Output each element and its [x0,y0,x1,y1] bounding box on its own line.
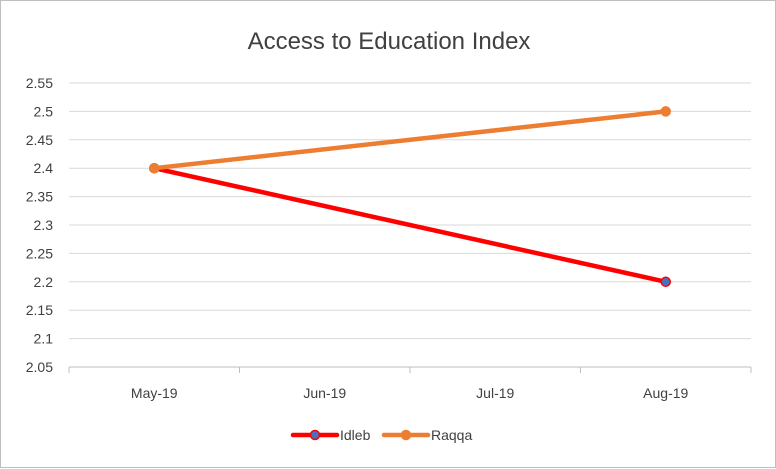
x-tick-label: May-19 [131,385,178,401]
y-axis: 2.55 2.5 2.45 2.4 2.35 2.3 2.25 2.2 2.15 2.1 2.05 [26,75,53,375]
y-tick-label: 2.4 [34,160,54,176]
legend-item-idleb: Idleb [290,427,371,443]
legend-label: Raqqa [431,427,472,443]
y-tick-label: 2.25 [26,245,53,261]
data-point-raqqa [149,162,160,174]
series-line-raqqa [152,109,668,171]
y-tick-label: 2.3 [34,217,54,233]
data-point-idleb [660,276,671,288]
y-tick-label: 2.15 [26,302,53,318]
data-point-raqqa [660,106,671,117]
y-tick-label: 2.2 [34,274,54,290]
x-tick-label: Aug-19 [643,385,688,401]
series-layer [149,106,671,288]
series-line-idleb [152,165,668,285]
legend-item-raqqa: Raqqa [381,427,472,443]
y-tick-label: 2.05 [26,359,53,375]
x-axis: May-19 Jun-19 Jul-19 Aug-19 [68,367,752,401]
legend: Idleb Raqqa [290,427,472,443]
legend-label: Idleb [340,427,371,443]
y-tick-label: 2.45 [26,132,53,148]
y-tick-label: 2.5 [34,103,54,119]
x-tick-label: Jul-19 [476,385,514,401]
y-tick-label: 2.35 [26,189,53,205]
y-tick-label: 2.1 [34,331,54,347]
chart-title: Access to Education Index [248,28,531,55]
x-tick-label: Jun-19 [303,385,346,401]
legend-marker-raqqa [400,429,412,441]
y-tick-label: 2.55 [26,75,53,91]
legend-marker-idleb [309,429,321,441]
